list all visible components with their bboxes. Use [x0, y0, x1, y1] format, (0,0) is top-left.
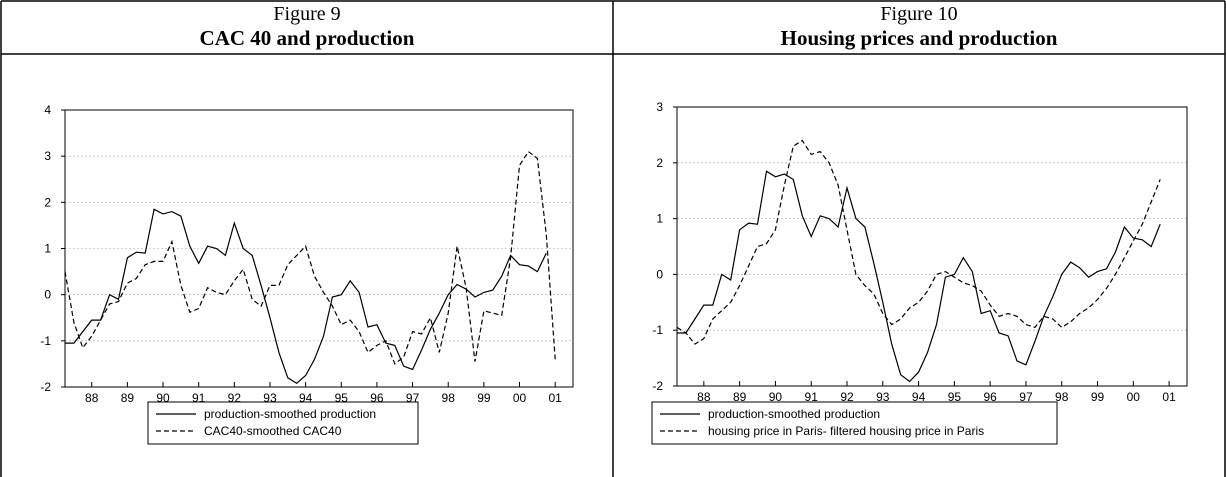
- plot-frame: [64, 109, 574, 388]
- x-tick-label: 00: [513, 391, 527, 405]
- data-line: [65, 208, 547, 385]
- legend-label: housing price in Paris- filtered housing…: [708, 424, 984, 438]
- x-tick-label: 92: [228, 391, 242, 405]
- y-tick-label: -1: [652, 323, 663, 337]
- y-tick-label: -2: [652, 379, 663, 393]
- x-tick-label: 89: [733, 390, 747, 404]
- x-tick-label: 01: [1162, 390, 1176, 404]
- y-tick-label: 0: [44, 288, 51, 302]
- y-tick-label: 3: [44, 149, 51, 163]
- y-tick-label: 2: [44, 195, 51, 209]
- x-tick-label: 90: [156, 391, 170, 405]
- y-tick-label: -1: [40, 334, 51, 348]
- legend-box: [147, 401, 419, 445]
- x-tick-label: 96: [983, 390, 997, 404]
- y-tick-label: 2: [656, 156, 663, 170]
- legend-label: production-smoothed production: [204, 407, 376, 421]
- data-line: [677, 170, 1161, 383]
- x-tick-label: 97: [1019, 390, 1033, 404]
- x-tick-label: 92: [840, 390, 854, 404]
- legend-box: [651, 401, 1058, 445]
- x-tick-label: 98: [442, 391, 456, 405]
- y-tick-label: 0: [656, 267, 663, 281]
- x-tick-label: 91: [805, 390, 819, 404]
- x-tick-label: 01: [548, 391, 562, 405]
- x-tick-label: 88: [85, 391, 99, 405]
- data-line: [64, 150, 556, 365]
- y-tick-label: 4: [44, 103, 51, 117]
- x-tick-label: 95: [335, 391, 349, 405]
- x-tick-label: 90: [769, 390, 783, 404]
- x-tick-label: 00: [1127, 390, 1141, 404]
- x-tick-label: 99: [1091, 390, 1105, 404]
- data-line: [676, 139, 1161, 345]
- x-tick-label: 93: [263, 391, 277, 405]
- x-tick-label: 94: [912, 390, 926, 404]
- x-tick-label: 91: [192, 391, 206, 405]
- x-tick-label: 96: [370, 391, 384, 405]
- chart-subtitle: CAC 40 and production: [200, 26, 415, 50]
- y-tick-label: -2: [40, 380, 51, 394]
- legend-label: CAC40-smoothed CAC40: [204, 424, 342, 438]
- y-tick-label: 1: [656, 212, 663, 226]
- x-tick-label: 89: [121, 391, 135, 405]
- chart-subtitle: Housing prices and production: [781, 26, 1058, 50]
- y-tick-label: 3: [656, 100, 663, 114]
- x-tick-label: 94: [299, 391, 313, 405]
- plot-frame: [676, 106, 1188, 387]
- x-tick-label: 98: [1055, 390, 1069, 404]
- x-tick-label: 99: [477, 391, 491, 405]
- x-tick-label: 88: [697, 390, 711, 404]
- chart-title: Figure 10: [880, 3, 957, 25]
- chart-title: Figure 9: [273, 3, 340, 25]
- x-tick-label: 95: [948, 390, 962, 404]
- x-tick-label: 93: [876, 390, 890, 404]
- legend-label: production-smoothed production: [708, 407, 880, 421]
- y-tick-label: 1: [44, 242, 51, 256]
